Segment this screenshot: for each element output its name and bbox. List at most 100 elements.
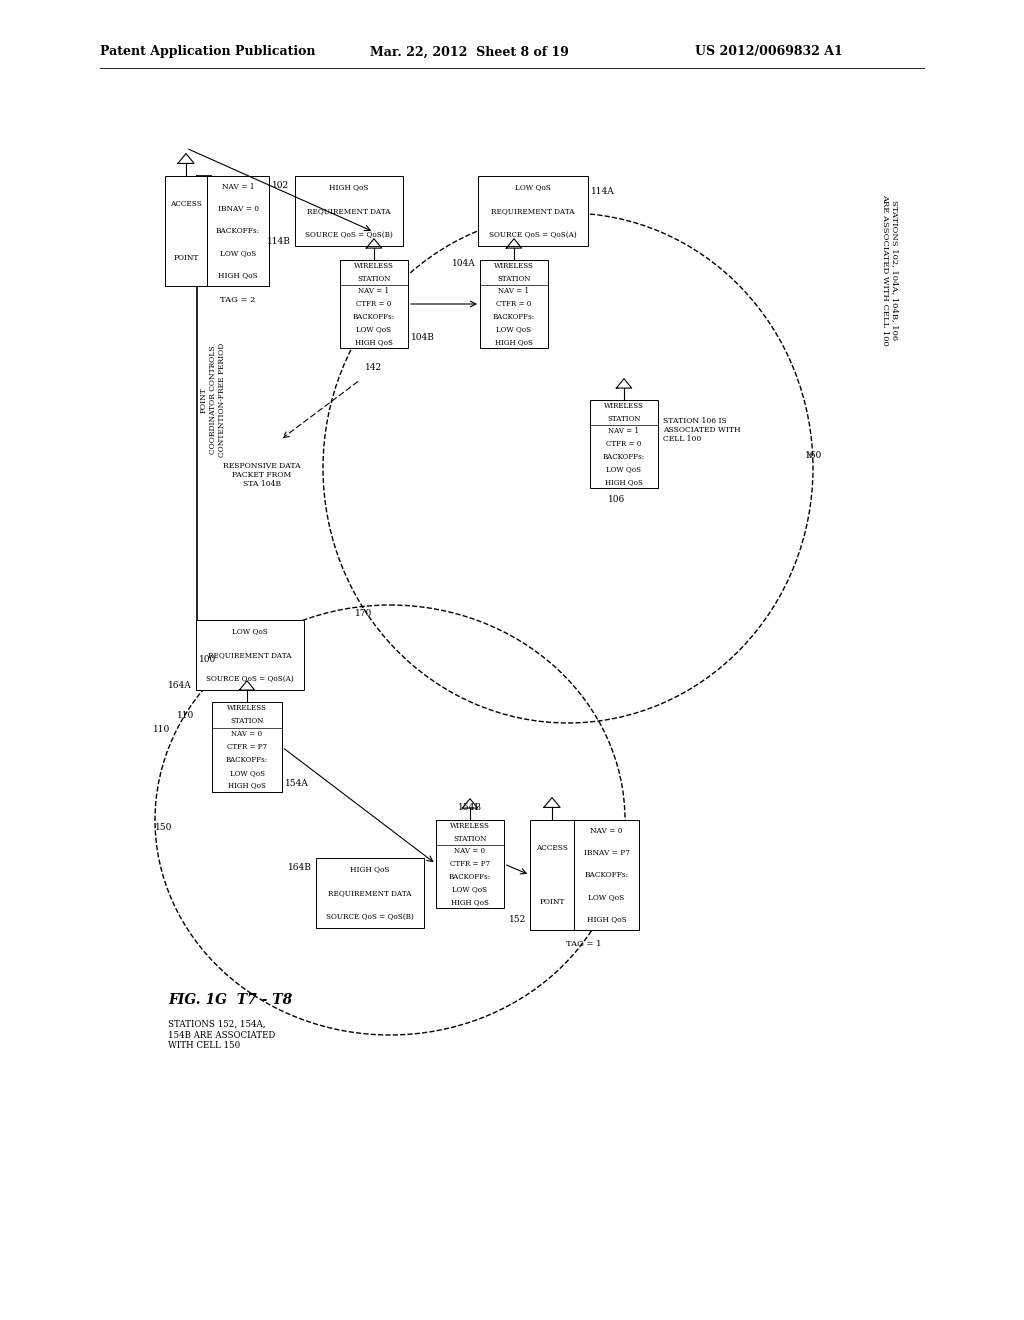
Text: STATIONS 102, 104A, 104B, 106
ARE ASSOCIATED WITH CELL 100: STATIONS 102, 104A, 104B, 106 ARE ASSOCI… [882, 194, 899, 346]
FancyBboxPatch shape [340, 260, 408, 348]
Text: Mar. 22, 2012  Sheet 8 of 19: Mar. 22, 2012 Sheet 8 of 19 [370, 45, 569, 58]
Text: CTFR = P7: CTFR = P7 [450, 861, 490, 869]
Text: BACKOFFs:: BACKOFFs: [353, 313, 395, 321]
Text: REQUIREMENT DATA: REQUIREMENT DATA [307, 207, 391, 215]
Text: HIGH QoS: HIGH QoS [350, 866, 390, 874]
Text: IBNAV = P7: IBNAV = P7 [584, 849, 630, 857]
Text: REQUIREMENT DATA: REQUIREMENT DATA [329, 888, 412, 898]
Text: LOW QoS: LOW QoS [356, 325, 391, 333]
FancyBboxPatch shape [212, 702, 282, 792]
Text: STATION 106 IS
ASSOCIATED WITH
CELL 100: STATION 106 IS ASSOCIATED WITH CELL 100 [663, 417, 740, 444]
Text: HIGH QoS: HIGH QoS [330, 183, 369, 191]
Text: CTFR = 0: CTFR = 0 [606, 440, 642, 447]
Text: HIGH QoS: HIGH QoS [355, 338, 393, 346]
FancyBboxPatch shape [207, 176, 269, 286]
Text: LOW QoS: LOW QoS [232, 628, 268, 636]
Text: 170: 170 [355, 609, 373, 618]
FancyBboxPatch shape [530, 820, 574, 931]
Text: NAV = 0: NAV = 0 [455, 847, 485, 855]
FancyBboxPatch shape [436, 820, 504, 908]
Text: POINT: POINT [540, 899, 564, 907]
Text: 154B: 154B [458, 804, 482, 813]
FancyBboxPatch shape [480, 260, 548, 348]
Text: BACKOFFs:: BACKOFFs: [493, 313, 536, 321]
Text: REQUIREMENT DATA: REQUIREMENT DATA [208, 651, 292, 659]
Text: WIRELESS: WIRELESS [604, 403, 644, 411]
Text: BACKOFFs:: BACKOFFs: [216, 227, 260, 235]
Text: POINT: POINT [173, 255, 199, 263]
Text: HIGH QoS: HIGH QoS [218, 271, 258, 279]
Text: 110: 110 [153, 726, 170, 734]
FancyBboxPatch shape [590, 400, 658, 488]
Text: HIGH QoS: HIGH QoS [451, 898, 488, 906]
Text: 142: 142 [365, 363, 382, 372]
Text: 150: 150 [155, 824, 172, 833]
Text: 160: 160 [805, 450, 822, 459]
Text: 164B: 164B [288, 863, 312, 873]
Text: NAV = 1: NAV = 1 [608, 428, 640, 436]
FancyBboxPatch shape [165, 176, 207, 286]
Text: NAV = 1: NAV = 1 [358, 288, 389, 296]
Text: SOURCE QoS = QoS(B): SOURCE QoS = QoS(B) [326, 912, 414, 920]
FancyBboxPatch shape [196, 620, 304, 690]
Text: SOURCE QoS = QoS(A): SOURCE QoS = QoS(A) [206, 675, 294, 682]
Text: HIGH QoS: HIGH QoS [228, 781, 266, 789]
Text: RESPONSIVE DATA
PACKET FROM
STA 104B: RESPONSIVE DATA PACKET FROM STA 104B [223, 462, 301, 488]
Text: SOURCE QoS = QoS(A): SOURCE QoS = QoS(A) [489, 230, 577, 239]
Text: LOW QoS: LOW QoS [606, 465, 641, 473]
Text: STATION: STATION [230, 717, 264, 725]
Text: HIGH QoS: HIGH QoS [587, 915, 627, 923]
Text: NAV = 1: NAV = 1 [222, 183, 254, 191]
Text: BACKOFFs:: BACKOFFs: [449, 873, 492, 880]
Text: TAG = 1: TAG = 1 [566, 940, 602, 948]
Text: LOW QoS: LOW QoS [229, 768, 264, 776]
Text: 110: 110 [177, 710, 195, 719]
Text: WIRELESS: WIRELESS [227, 705, 267, 713]
Text: FIG. 1G  T7 - T8: FIG. 1G T7 - T8 [168, 993, 292, 1007]
Text: STATION: STATION [357, 275, 391, 282]
Text: TAG = 2: TAG = 2 [220, 296, 256, 304]
Text: WIRELESS: WIRELESS [494, 263, 534, 271]
Text: BACKOFFs:: BACKOFFs: [585, 871, 629, 879]
Text: LOW QoS: LOW QoS [589, 894, 625, 902]
Text: US 2012/0069832 A1: US 2012/0069832 A1 [695, 45, 843, 58]
Text: STATIONS 152, 154A,
154B ARE ASSOCIATED
WITH CELL 150: STATIONS 152, 154A, 154B ARE ASSOCIATED … [168, 1020, 275, 1049]
FancyBboxPatch shape [478, 176, 588, 246]
Text: ACCESS: ACCESS [170, 199, 202, 207]
Text: POINT
COORDINATOR CONTROLS
CONTENTION-FREE PERIOD: POINT COORDINATOR CONTROLS CONTENTION-FR… [200, 343, 226, 457]
Text: STATION: STATION [607, 414, 641, 422]
Text: NAV = 1: NAV = 1 [499, 288, 529, 296]
Text: BACKOFFs:: BACKOFFs: [226, 756, 268, 764]
FancyBboxPatch shape [574, 820, 639, 931]
Text: 100: 100 [199, 656, 216, 664]
Text: NAV = 0: NAV = 0 [231, 730, 262, 738]
Text: BACKOFFs:: BACKOFFs: [603, 453, 645, 461]
Text: HIGH QoS: HIGH QoS [605, 478, 643, 486]
Text: ACCESS: ACCESS [536, 843, 568, 851]
FancyBboxPatch shape [295, 176, 403, 246]
Text: 104A: 104A [453, 259, 476, 268]
Text: WIRELESS: WIRELESS [451, 822, 489, 830]
Text: 104B: 104B [411, 334, 435, 342]
Text: CTFR = 0: CTFR = 0 [497, 300, 531, 308]
Text: 154A: 154A [285, 780, 309, 788]
Text: HIGH QoS: HIGH QoS [495, 338, 532, 346]
Text: LOW QoS: LOW QoS [453, 886, 487, 894]
Text: REQUIREMENT DATA: REQUIREMENT DATA [492, 207, 574, 215]
FancyBboxPatch shape [316, 858, 424, 928]
Text: STATION: STATION [454, 834, 486, 843]
Text: LOW QoS: LOW QoS [497, 325, 531, 333]
Text: CTFR = P7: CTFR = P7 [227, 743, 267, 751]
Text: IBNAV = 0: IBNAV = 0 [217, 205, 258, 213]
Text: STATION: STATION [498, 275, 530, 282]
Text: Patent Application Publication: Patent Application Publication [100, 45, 315, 58]
Text: WIRELESS: WIRELESS [354, 263, 394, 271]
Text: CTFR = 0: CTFR = 0 [356, 300, 392, 308]
Text: SOURCE QoS = QoS(B): SOURCE QoS = QoS(B) [305, 230, 393, 239]
Text: LOW QoS: LOW QoS [220, 249, 256, 257]
Text: 164A: 164A [168, 681, 193, 689]
Text: 114B: 114B [267, 236, 291, 246]
Text: 114A: 114A [591, 186, 614, 195]
Text: NAV = 0: NAV = 0 [590, 828, 623, 836]
Text: 106: 106 [608, 495, 626, 504]
